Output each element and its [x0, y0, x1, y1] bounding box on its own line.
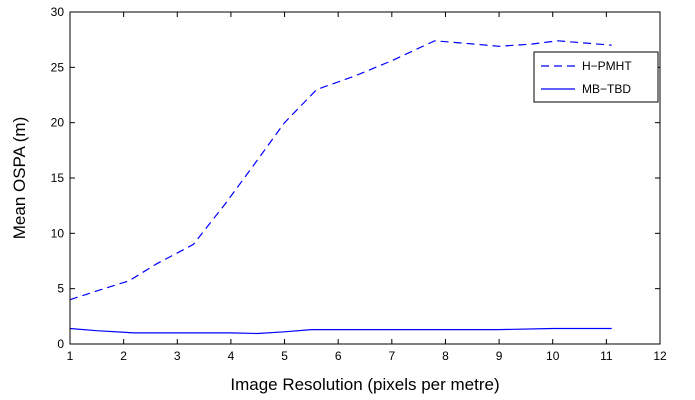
- y-tick-label: 30: [51, 5, 65, 19]
- legend-label-mb-tbd: MB−TBD: [582, 82, 631, 96]
- x-tick-label: 12: [653, 349, 667, 363]
- x-axis-label: Image Resolution (pixels per metre): [230, 375, 499, 394]
- x-tick-label: 1: [67, 349, 74, 363]
- x-axis-ticks: 1 2 3 4 5 6 7 8 9 10 11 12: [67, 12, 667, 363]
- x-tick-label: 9: [496, 349, 503, 363]
- x-tick-label: 6: [335, 349, 342, 363]
- y-tick-label: 5: [57, 282, 64, 296]
- legend: H−PMHT MB−TBD: [533, 51, 659, 103]
- y-tick-label: 25: [51, 60, 65, 74]
- legend-label-h-pmht: H−PMHT: [582, 59, 632, 73]
- x-tick-label: 5: [281, 349, 288, 363]
- series-layer: [69, 40, 612, 335]
- y-tick-label: 10: [51, 226, 65, 240]
- x-tick-label: 11: [600, 349, 613, 363]
- x-tick-label: 3: [174, 349, 181, 363]
- x-tick-label: 10: [546, 349, 560, 363]
- x-tick-label: 2: [120, 349, 127, 363]
- series-line-h-pmht: [69, 40, 612, 301]
- x-tick-label: 8: [442, 349, 449, 363]
- legend-box: [533, 51, 659, 103]
- y-tick-label: 0: [57, 337, 64, 351]
- y-tick-label: 15: [51, 171, 65, 185]
- x-tick-label: 7: [388, 349, 395, 363]
- y-axis-label: Mean OSPA (m): [10, 117, 29, 240]
- series-line-mb-tbd: [69, 327, 612, 335]
- y-tick-label: 20: [51, 116, 65, 130]
- x-tick-label: 4: [228, 349, 235, 363]
- y-axis-ticks: 0 5 10 15 20 25 30: [51, 5, 660, 351]
